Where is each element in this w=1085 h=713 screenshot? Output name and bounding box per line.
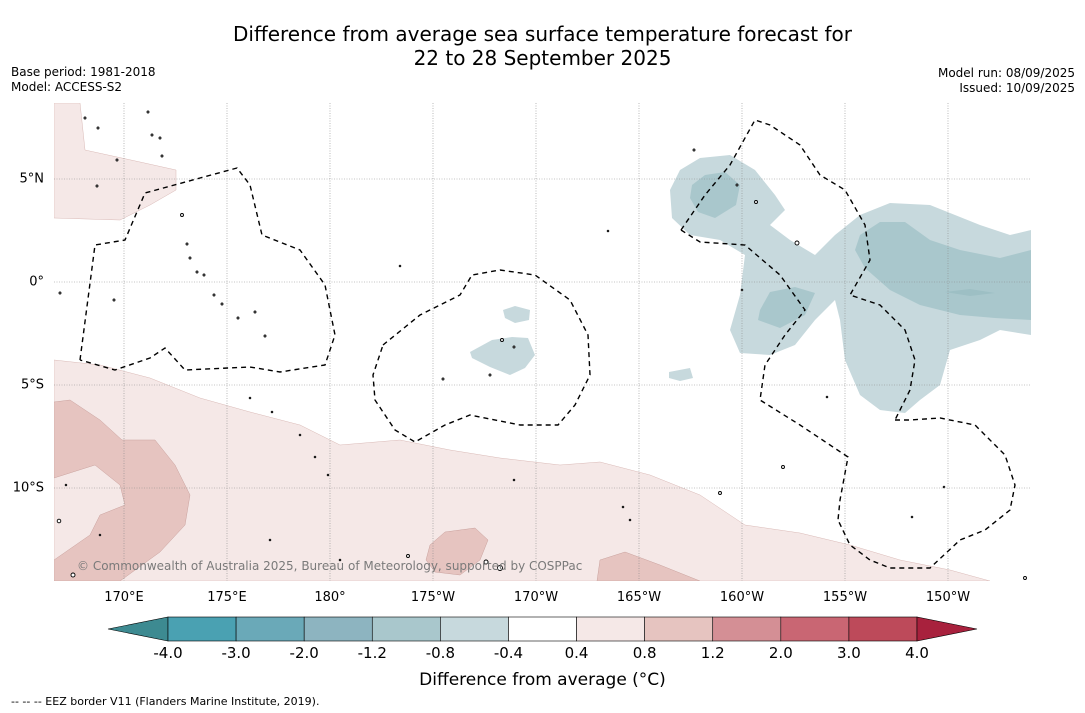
warm-anomaly-strong-south (425, 527, 489, 576)
colorbar-label: Difference from average (°C) (419, 670, 666, 690)
title-line-1: Difference from average sea surface temp… (232, 22, 852, 46)
colorbar-tick-label: 0.4 (564, 644, 589, 662)
colorbar-segment (712, 616, 782, 642)
cool-anomaly-core-mid (758, 287, 815, 328)
colorbar-tick-label: -3.0 (221, 644, 251, 662)
warm-anomaly-strong-west (54, 399, 191, 581)
islands (56, 110, 1027, 580)
eez-border-south-east (837, 417, 1016, 569)
colorbar-segment (508, 616, 577, 642)
eez-border-line-island (680, 119, 916, 421)
longitude-label: 155°W (822, 590, 868, 605)
cool-anomaly-core-east (855, 222, 1031, 320)
warm-anomaly-strong-south-east (596, 551, 701, 581)
model-run-date: Model run: 08/09/2025 (937, 66, 1075, 80)
latitude-label: 10°S (12, 480, 44, 496)
latitude-label: 5°N (19, 171, 45, 187)
longitude-label: 170°W (513, 590, 559, 605)
base-period: Base period: 1981-2018 (11, 65, 156, 79)
cool-anomaly-small-2 (503, 306, 530, 323)
longitude-label: 160°W (719, 590, 765, 605)
colorbar-tick-label: 1.2 (700, 644, 725, 662)
cool-anomaly-core-east-inner (945, 289, 995, 296)
colorbar-tick-label: 2.0 (768, 644, 793, 662)
colorbar-tick-label: -4.0 (153, 644, 183, 662)
graticule (54, 103, 1031, 581)
colorbar-segment (235, 616, 305, 642)
copyright-notice: © Commonwealth of Australia 2025, Bureau… (77, 559, 583, 573)
warm-anomaly-north-west (54, 103, 177, 221)
eez-border-west (79, 167, 336, 373)
colorbar-segment (167, 616, 237, 642)
longitude-label: 175°E (207, 590, 247, 605)
colorbar-tick-label: 3.0 (836, 644, 861, 662)
colorbar-segment (440, 616, 509, 642)
run-info: Model run: 08/09/2025 Issued: 10/09/2025 (938, 66, 1075, 95)
cool-anomaly-core-north (690, 172, 740, 218)
model-name: Model: ACCESS-S2 (11, 79, 123, 94)
model-info: Base period: 1981-2018 Model: ACCESS-S2 (11, 65, 156, 94)
longitude-label: 165°W (616, 590, 662, 605)
latitude-label: 5°S (20, 377, 44, 393)
longitude-label: 150°W (925, 590, 971, 605)
latitude-label: 0° (29, 274, 44, 290)
longitude-label: 180° (314, 590, 346, 605)
colorbar (107, 616, 978, 642)
cool-anomaly-small-3 (669, 368, 693, 381)
colorbar-segment (371, 616, 441, 642)
title-line-2: 22 to 28 September 2025 (413, 46, 672, 70)
colorbar-extend-low (107, 616, 169, 642)
warm-anomaly-south (54, 359, 991, 581)
longitude-label: 175°W (410, 590, 456, 605)
colorbar-extend-high (916, 616, 978, 642)
colorbar-segment (303, 616, 373, 642)
colorbar-segment (848, 616, 918, 642)
colorbar-tick-label: 4.0 (905, 644, 929, 662)
colorbar-tick-label: -0.4 (493, 644, 524, 662)
colorbar-tick-label: -2.0 (289, 644, 319, 662)
cool-anomaly-central (670, 155, 1031, 413)
longitude-label: 170°E (104, 590, 144, 605)
colorbar-tick-label: -1.2 (357, 644, 387, 662)
eez-border-central (372, 269, 591, 443)
colorbar-segment (576, 616, 645, 642)
colorbar-segment (644, 616, 714, 642)
eez-legend-note: -- -- -- EEZ border V11 (Flanders Marine… (11, 695, 320, 708)
colorbar-segment (780, 616, 850, 642)
issued-date: Issued: 10/09/2025 (959, 80, 1075, 95)
cool-anomaly-small-1 (470, 337, 535, 375)
colorbar-tick-label: 0.8 (632, 644, 657, 662)
colorbar-tick-label: -0.8 (425, 644, 455, 662)
eez-borders (79, 119, 1016, 569)
map-title: Difference from average sea surface temp… (0, 22, 1085, 70)
eez-border-mid (680, 229, 849, 521)
